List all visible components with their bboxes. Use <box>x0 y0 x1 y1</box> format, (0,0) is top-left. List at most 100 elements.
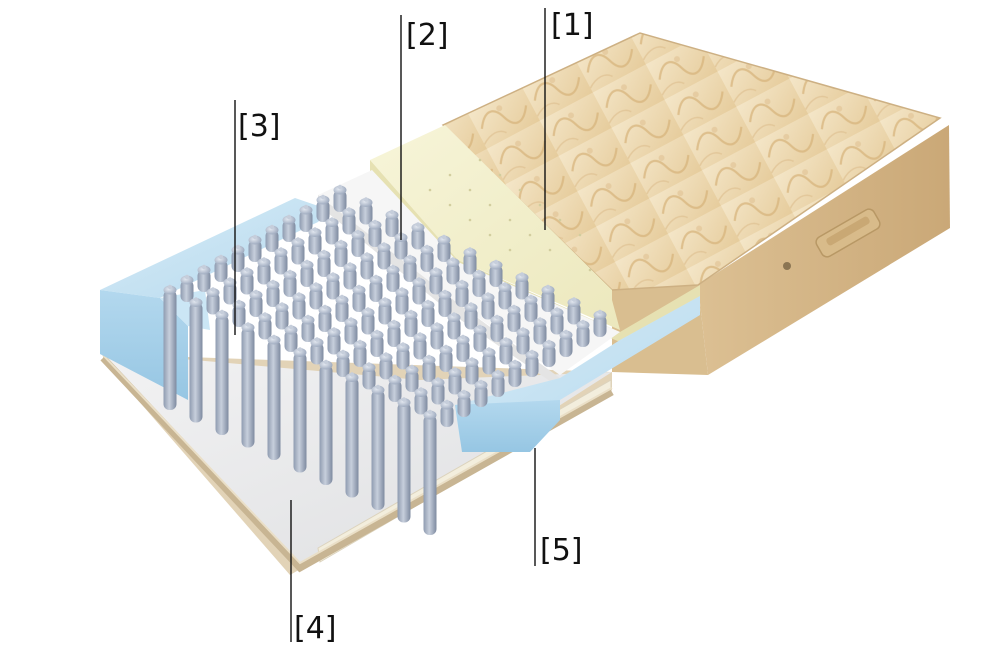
spring-top <box>411 223 425 232</box>
spring-top <box>422 355 436 365</box>
spring-top <box>309 283 323 292</box>
spring-knob <box>502 282 508 287</box>
spring-top <box>472 270 486 280</box>
spring-top <box>405 365 419 375</box>
spring-body <box>559 335 573 357</box>
spring-body <box>267 340 281 460</box>
spring-knob <box>322 304 328 310</box>
spring-knob <box>519 272 525 277</box>
spring-knob <box>390 264 396 270</box>
spring-knob <box>401 397 407 402</box>
spring-knob <box>477 324 483 330</box>
spring-top <box>533 318 547 327</box>
spring-body <box>385 215 399 237</box>
spring-knob <box>329 217 335 222</box>
spring-knob <box>323 359 329 365</box>
spring-body <box>274 252 288 275</box>
spring-top <box>465 358 479 367</box>
spring-top <box>266 280 280 290</box>
spring-top <box>241 323 255 332</box>
spring-top <box>352 285 366 295</box>
spring-top <box>397 398 411 407</box>
spring-body <box>197 270 211 292</box>
callout-lines <box>234 8 546 642</box>
spring-body <box>180 280 194 302</box>
spring-knob <box>546 339 552 345</box>
spring-knob <box>392 374 398 380</box>
spring-knob <box>512 359 518 365</box>
spring-knob <box>389 209 395 215</box>
spring-top <box>310 338 324 347</box>
spring-body <box>359 202 373 225</box>
spring-knob <box>494 314 500 320</box>
spring-top <box>299 205 313 215</box>
spring-knob <box>331 327 337 332</box>
spring-body <box>325 222 339 245</box>
spring-top <box>482 348 496 357</box>
spring-knob <box>357 339 363 345</box>
spring-top <box>353 340 367 350</box>
spring-knob <box>193 297 199 302</box>
spring-top <box>362 363 376 372</box>
spring-top <box>440 400 454 410</box>
cover-fabric-block <box>441 32 950 375</box>
spring-body <box>421 305 435 327</box>
spring-knob <box>201 264 207 270</box>
spring-top <box>413 333 427 342</box>
spring-body <box>318 310 332 332</box>
spring-body <box>266 285 280 307</box>
spring-knob <box>373 274 379 280</box>
spring-body <box>411 227 425 250</box>
spring-top <box>334 240 348 250</box>
spring-top <box>516 328 530 337</box>
callout-label-2: [2] <box>406 18 449 53</box>
spring-body <box>333 190 347 212</box>
spring-knob <box>297 347 303 352</box>
spring-top <box>284 325 298 335</box>
spring-knob <box>469 357 475 362</box>
spring-body <box>301 320 315 342</box>
spring-top <box>423 410 437 420</box>
spring-top <box>344 318 358 327</box>
spring-knob <box>270 279 276 285</box>
spring-top <box>336 350 350 360</box>
spring-body <box>361 312 375 335</box>
spring-knob <box>296 292 302 297</box>
spring-body <box>395 292 409 315</box>
spring-knob <box>415 222 421 227</box>
spring-top <box>507 305 521 315</box>
spring-top <box>180 275 194 285</box>
spring-knob <box>563 329 569 335</box>
spring-top <box>327 328 341 337</box>
spring-knob <box>348 317 354 322</box>
spring-body <box>516 332 530 355</box>
spring-knob <box>503 337 509 342</box>
spring-knob <box>434 322 440 327</box>
spring-body <box>232 305 246 327</box>
spring-top <box>404 310 418 320</box>
spring-knob <box>424 244 430 250</box>
spring-top <box>421 300 435 310</box>
spring-knob <box>417 332 423 337</box>
spring-body <box>342 212 356 235</box>
spring-body <box>371 390 385 510</box>
spring-top <box>524 295 538 305</box>
spring-top <box>283 270 297 280</box>
spring-top <box>463 248 477 257</box>
spring-body <box>215 315 229 435</box>
spring-knob <box>253 289 259 295</box>
spring-knob <box>537 317 543 322</box>
spring-body <box>334 245 348 267</box>
spring-top <box>325 218 339 227</box>
spring-top <box>189 298 203 307</box>
spring-knob <box>227 277 233 282</box>
spring-body <box>369 280 383 302</box>
spring-body <box>490 320 504 342</box>
spring-knob <box>407 254 413 260</box>
spring-top <box>232 300 246 310</box>
spring-body <box>284 330 298 352</box>
spring-knob <box>382 297 388 302</box>
callout-label-3: [3] <box>238 109 281 144</box>
spring-body <box>344 322 358 345</box>
spring-knob <box>374 329 380 335</box>
